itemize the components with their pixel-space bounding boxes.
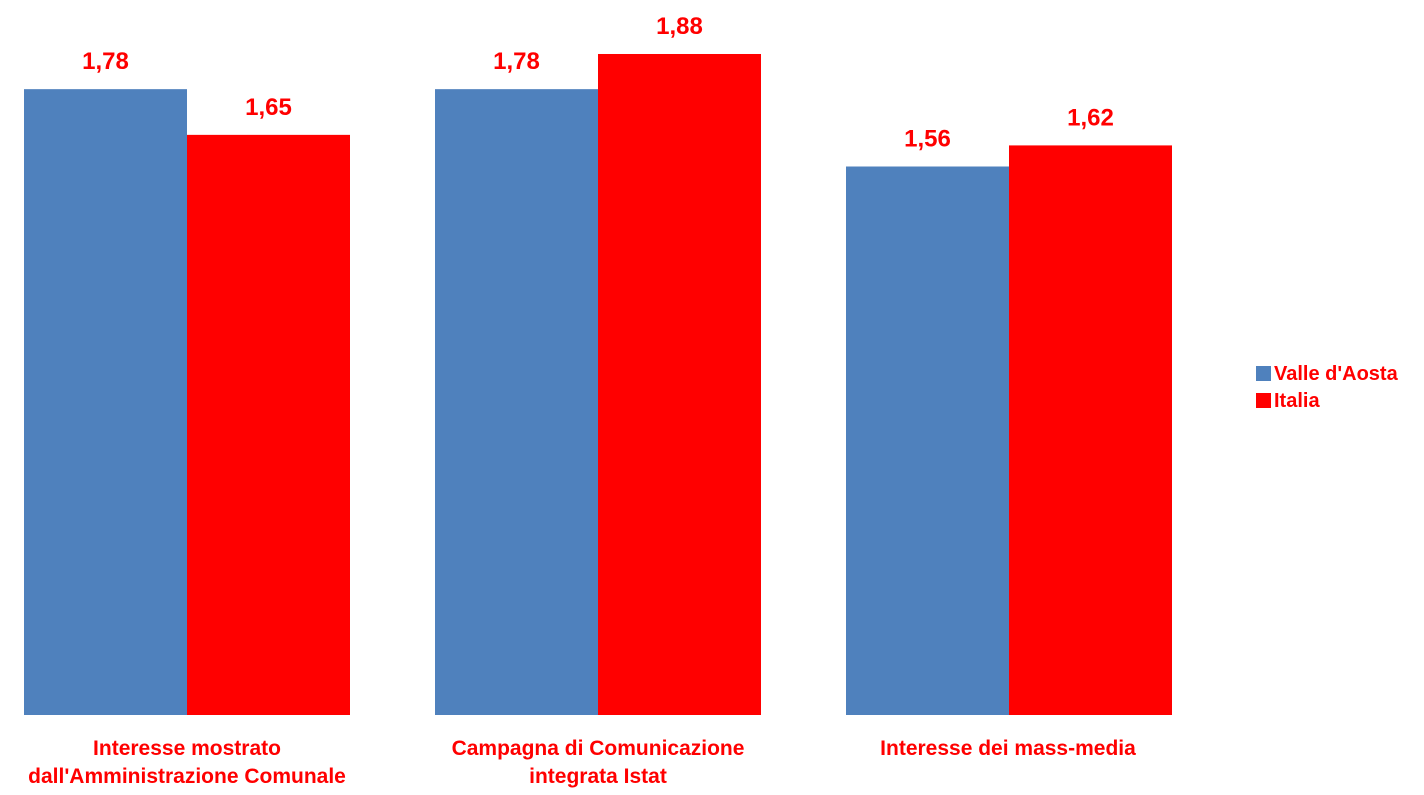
bar-italia-2 (1009, 145, 1172, 715)
bar-italia-1 (598, 53, 761, 715)
bar-valle-aosta-0 (24, 89, 187, 716)
value-label-valle-aosta-2: 1,56 (904, 126, 951, 153)
legend-label-valle-aosta: Valle d'Aosta (1274, 363, 1399, 385)
legend: Valle d'Aosta Italia (1256, 363, 1399, 412)
value-label-italia-0: 1,65 (245, 94, 292, 121)
value-labels-group: 1,78 1,78 1,56 1,65 1,88 1,62 (82, 13, 1114, 153)
value-label-valle-aosta-0: 1,78 (82, 48, 129, 75)
bars-group (24, 53, 1172, 716)
bar-valle-aosta-2 (846, 166, 1009, 715)
value-label-italia-1: 1,88 (656, 13, 703, 40)
category-labels-group: Interesse mostrato dall'Amministrazione C… (28, 737, 1136, 788)
bar-italia-0 (187, 134, 350, 716)
bar-valle-aosta-1 (435, 89, 598, 716)
legend-label-italia: Italia (1274, 390, 1320, 412)
value-label-valle-aosta-1: 1,78 (493, 48, 540, 75)
value-label-italia-2: 1,62 (1067, 104, 1114, 131)
legend-swatch-italia (1256, 393, 1271, 408)
category-label-2: Interesse dei mass-media (880, 737, 1136, 760)
category-label-1: Campagna di Comunicazione integrata Istat (452, 737, 745, 788)
category-label-0: Interesse mostrato dall'Amministrazione C… (28, 737, 346, 788)
legend-swatch-valle-aosta (1256, 366, 1271, 381)
